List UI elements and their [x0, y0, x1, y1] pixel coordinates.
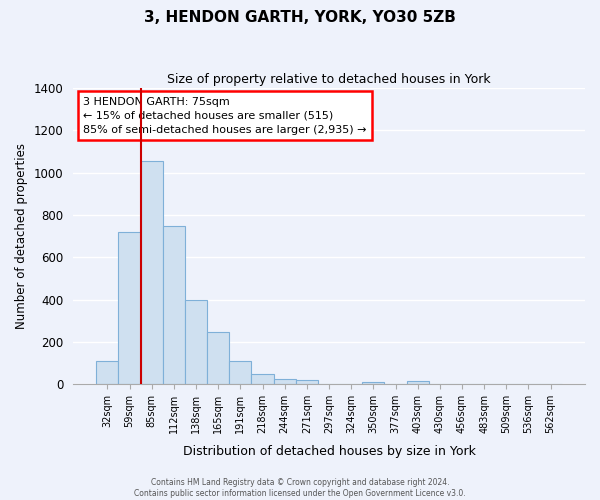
X-axis label: Distribution of detached houses by size in York: Distribution of detached houses by size … [182, 444, 475, 458]
Text: 3, HENDON GARTH, YORK, YO30 5ZB: 3, HENDON GARTH, YORK, YO30 5ZB [144, 10, 456, 25]
Text: Contains HM Land Registry data © Crown copyright and database right 2024.
Contai: Contains HM Land Registry data © Crown c… [134, 478, 466, 498]
Bar [207, 332, 229, 384]
Bar [140, 161, 163, 384]
Bar [362, 382, 385, 384]
Bar [163, 226, 185, 384]
Bar [229, 361, 251, 384]
Bar [296, 380, 318, 384]
Bar [274, 378, 296, 384]
Text: 3 HENDON GARTH: 75sqm
← 15% of detached houses are smaller (515)
85% of semi-det: 3 HENDON GARTH: 75sqm ← 15% of detached … [83, 97, 367, 135]
Title: Size of property relative to detached houses in York: Size of property relative to detached ho… [167, 72, 491, 86]
Bar [118, 232, 140, 384]
Bar [185, 300, 207, 384]
Bar [407, 381, 429, 384]
Y-axis label: Number of detached properties: Number of detached properties [15, 143, 28, 329]
Bar [96, 361, 118, 384]
Bar [251, 374, 274, 384]
